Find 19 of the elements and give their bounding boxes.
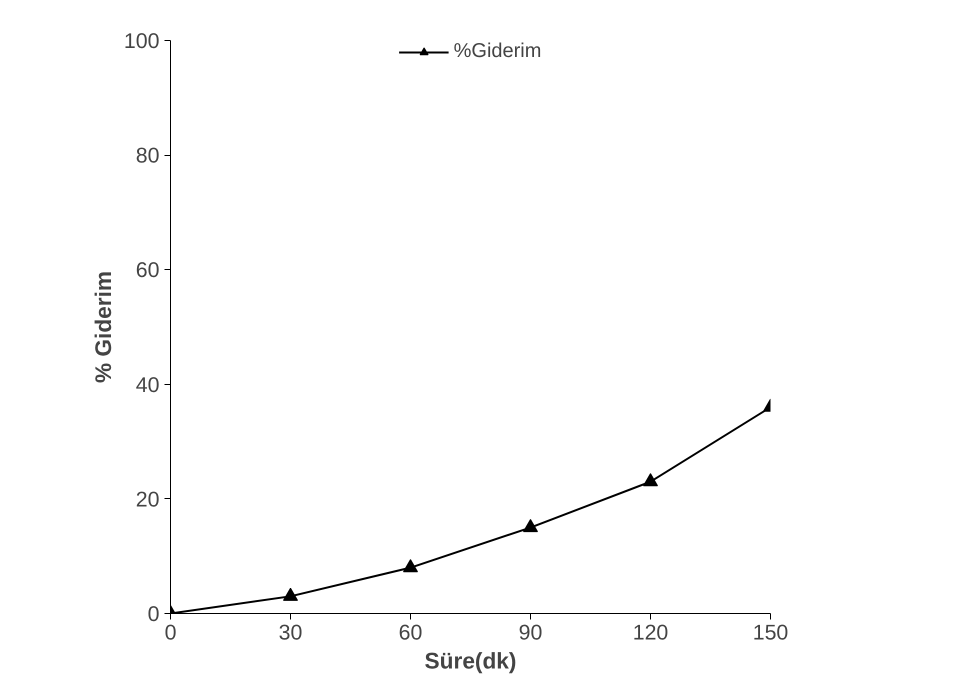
y-tick-label: 80	[136, 144, 160, 168]
y-tick-label: 0	[148, 602, 160, 626]
x-tick-label: 0	[164, 620, 177, 644]
x-tick-label: 60	[398, 620, 422, 644]
y-tick-label: 20	[136, 487, 160, 512]
y-tick-label: 60	[136, 258, 160, 282]
x-tick-label: 150	[752, 620, 788, 644]
point	[283, 588, 298, 601]
legend-label: %Giderim	[454, 40, 542, 63]
x-tick-label: 90	[518, 620, 542, 644]
point	[643, 473, 658, 486]
y-tick-label: 40	[136, 372, 160, 397]
x-axis-title: Süre(dk)	[424, 648, 516, 674]
x-tick-label: 30	[278, 620, 302, 644]
y-axis-title: % Giderim	[90, 270, 116, 384]
x-tick-label: 120	[632, 620, 668, 644]
point	[403, 559, 418, 572]
point	[523, 518, 538, 532]
y-tick-label: 100	[124, 29, 160, 53]
